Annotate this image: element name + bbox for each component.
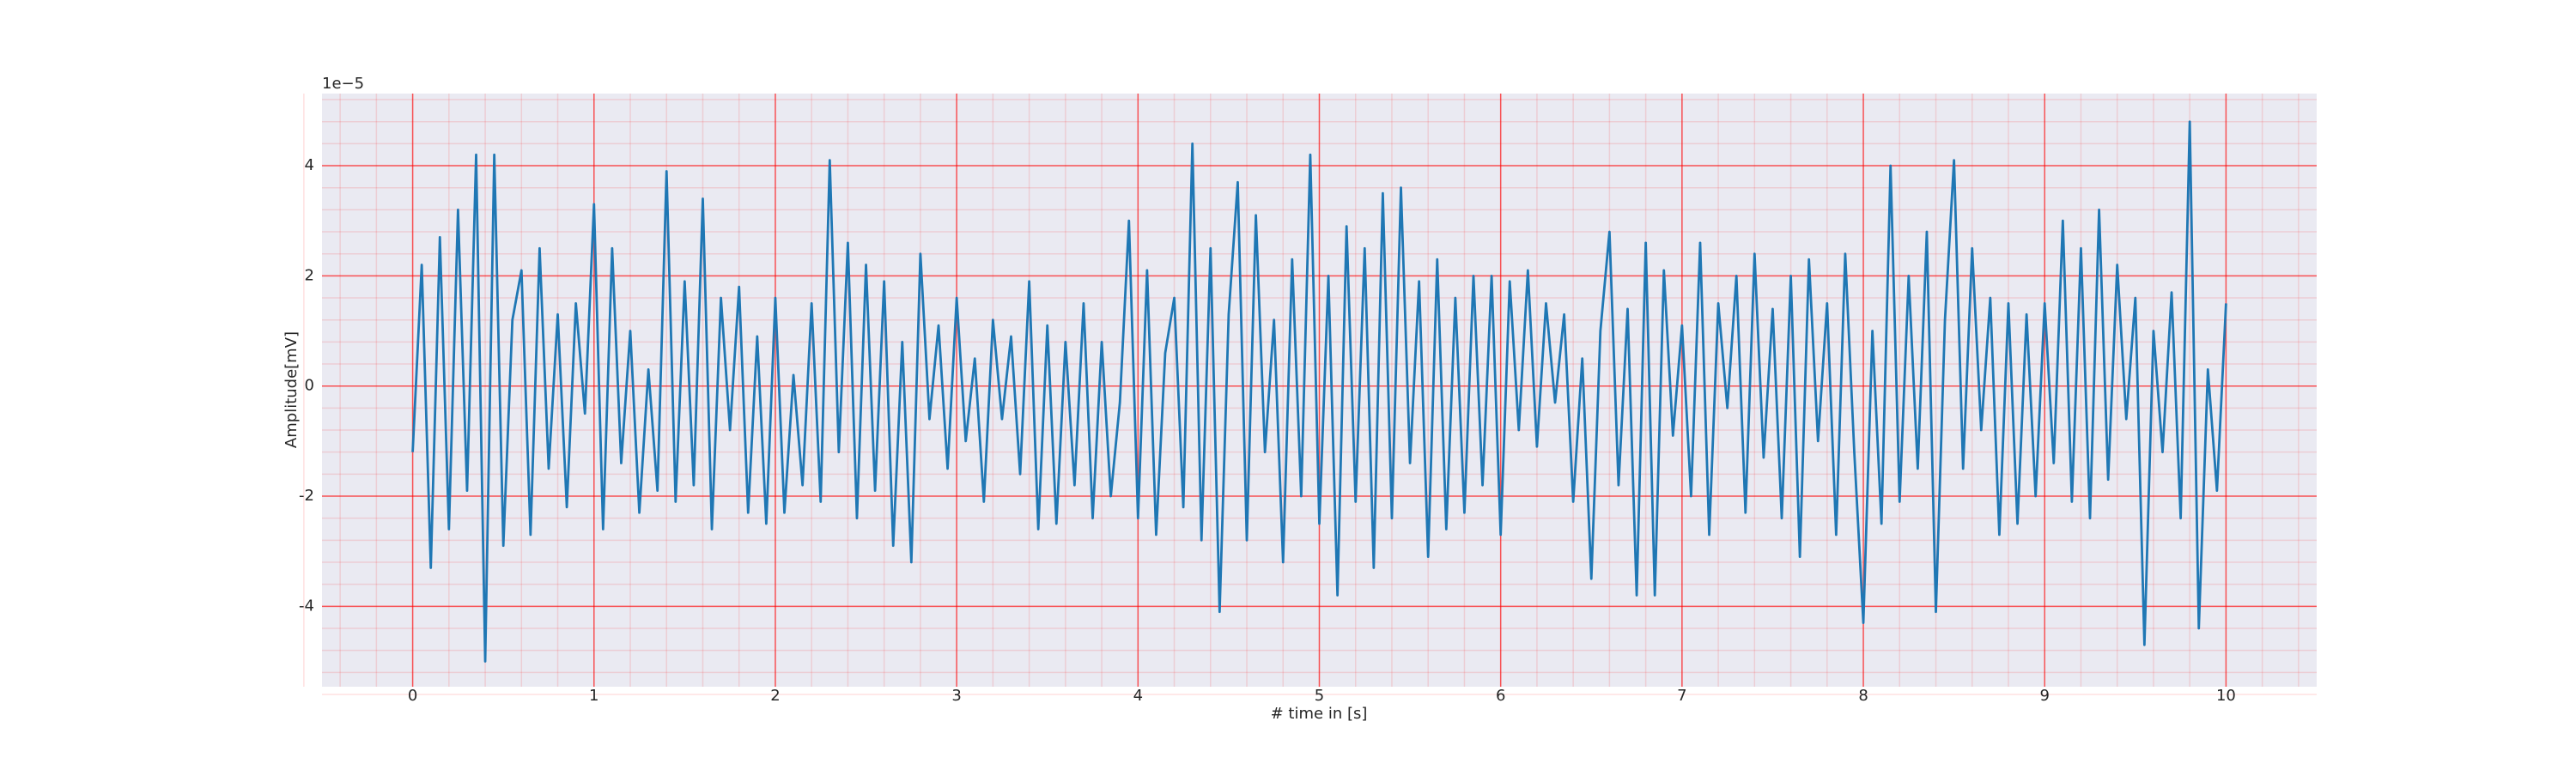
x-tick-label: 1 <box>589 687 598 705</box>
offset-text: 1e−5 <box>322 75 364 93</box>
x-axis-label: # time in [s] <box>1271 705 1368 723</box>
x-tick-label: 2 <box>770 687 780 705</box>
x-tick-label: 4 <box>1133 687 1143 705</box>
labels: 0 1 2 3 4 5 6 7 8 9 10 -4 -2 0 2 4 <box>299 156 2236 705</box>
x-tick-label: 5 <box>1315 687 1324 705</box>
x-tick-label: 9 <box>2040 687 2050 705</box>
y-tick-label: 0 <box>305 377 314 395</box>
y-tick-label: 2 <box>305 266 314 284</box>
x-tick-label: 8 <box>1858 687 1868 705</box>
x-tick-label: 10 <box>2216 687 2236 705</box>
lines <box>411 120 2227 663</box>
x-tick-label: 3 <box>951 687 961 705</box>
x-tick-label: 0 <box>408 687 417 705</box>
y-axis-label: Amplitude[mV] <box>283 331 301 448</box>
signal-line <box>411 120 2227 663</box>
x-tick-label: 6 <box>1496 687 1505 705</box>
y-tick-label: -4 <box>299 597 314 615</box>
x-tick-label: 7 <box>1677 687 1686 705</box>
y-tick-label: 4 <box>305 156 314 174</box>
y-tick-label: -2 <box>299 487 314 505</box>
